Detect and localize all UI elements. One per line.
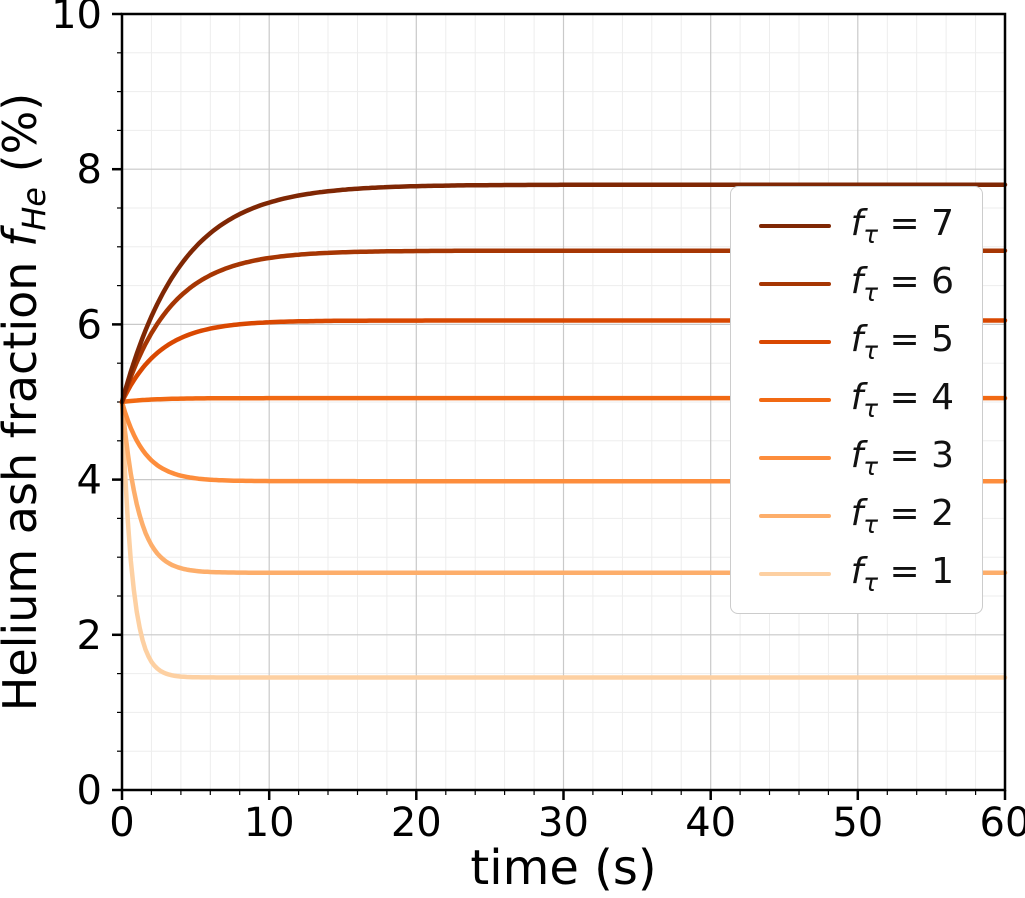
- y-axis-label: Helium ash fraction fHe (%): [0, 93, 53, 711]
- legend-label-ftau-6: fτ = 6: [850, 260, 954, 308]
- x-tick-label: 10: [244, 800, 295, 846]
- x-tick-label: 20: [391, 800, 442, 846]
- y-tick-label: 4: [77, 458, 102, 504]
- curve-ftau-1: [119, 399, 1008, 680]
- y-tick-label: 10: [51, 0, 102, 38]
- legend-entry-ftau-4: fτ = 4: [735, 371, 978, 429]
- legend-entry-ftau-7: fτ = 7: [735, 197, 978, 255]
- legend: fτ = 7 fτ = 6 fτ = 5 fτ = 4 fτ = 3 fτ = 2 fτ =…: [729, 186, 983, 614]
- legend-swatch-ftau-6: [758, 281, 831, 287]
- legend-entry-ftau-1: fτ = 1: [735, 545, 978, 603]
- x-tick-label: 0: [109, 800, 134, 846]
- legend-entry-ftau-6: fτ = 6: [735, 255, 978, 313]
- x-tick-label: 40: [685, 800, 736, 846]
- legend-swatch-ftau-7: [758, 223, 831, 229]
- x-tick-label: 60: [980, 800, 1025, 846]
- plot-border: [120, 12, 1007, 792]
- legend-entry-ftau-2: fτ = 2: [735, 487, 978, 545]
- legend-swatch-ftau-3: [758, 455, 831, 461]
- y-tick-label: 6: [77, 302, 102, 348]
- y-tick-label: 2: [77, 613, 102, 659]
- legend-entry-ftau-3: fτ = 3: [735, 429, 978, 487]
- y-tick-label: 0: [77, 768, 102, 814]
- legend-label-ftau-1: fτ = 1: [850, 550, 954, 598]
- curve-ftau-7: [119, 182, 1008, 405]
- legend-label-ftau-2: fτ = 2: [850, 492, 954, 540]
- y-tick-label: 8: [77, 147, 102, 193]
- x-tick-label: 30: [538, 800, 589, 846]
- legend-entry-ftau-5: fτ = 5: [735, 313, 978, 371]
- x-axis-label: time (s): [470, 840, 657, 896]
- legend-swatch-ftau-1: [758, 571, 831, 577]
- x-tick-label: 50: [832, 800, 883, 846]
- legend-label-ftau-7: fτ = 7: [850, 202, 954, 250]
- legend-swatch-ftau-4: [758, 397, 831, 403]
- legend-label-ftau-3: fτ = 3: [850, 434, 954, 482]
- legend-label-ftau-5: fτ = 5: [850, 318, 954, 366]
- legend-swatch-ftau-2: [758, 513, 831, 519]
- legend-swatch-ftau-5: [758, 339, 831, 345]
- legend-label-ftau-4: fτ = 4: [850, 376, 954, 424]
